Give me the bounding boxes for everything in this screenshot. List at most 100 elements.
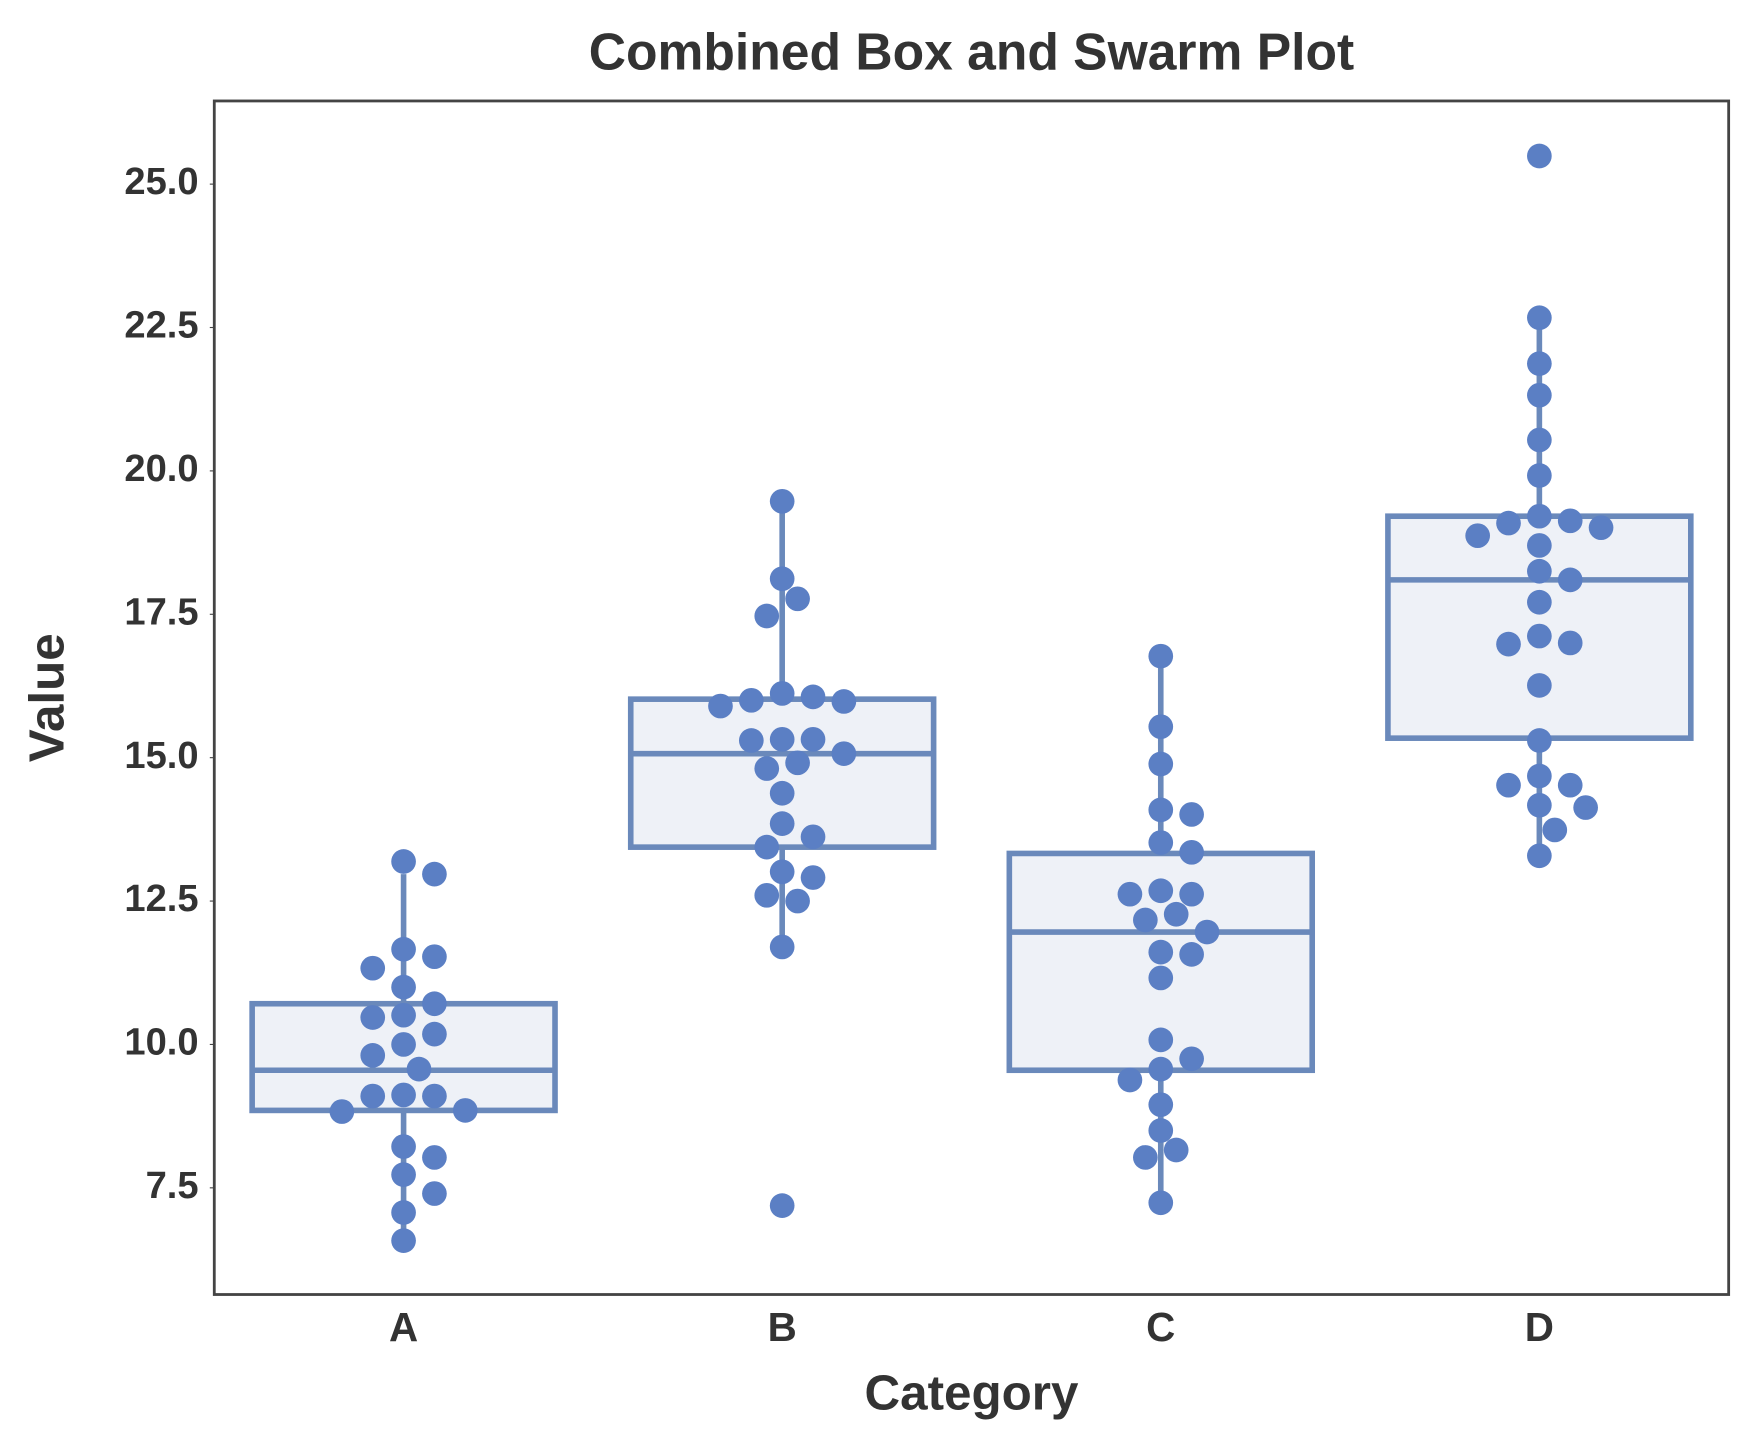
swarm-point bbox=[769, 859, 795, 885]
swarm-point bbox=[1148, 1118, 1174, 1143]
swarm-point bbox=[1133, 1145, 1158, 1170]
swarm-point bbox=[1148, 939, 1174, 965]
swarm-point bbox=[1527, 623, 1552, 649]
swarm-point bbox=[1557, 630, 1583, 656]
swarm-point bbox=[360, 1005, 386, 1030]
swarm-point bbox=[769, 566, 795, 592]
swarm-point bbox=[422, 991, 447, 1017]
swarm-point bbox=[1527, 792, 1552, 818]
swarm-point bbox=[800, 824, 826, 850]
swarm-point bbox=[391, 1162, 416, 1187]
swarm-point bbox=[1573, 795, 1598, 820]
swarm-point bbox=[769, 811, 795, 836]
swarm-point bbox=[1557, 772, 1583, 798]
swarm-point bbox=[738, 728, 764, 753]
swarm-point bbox=[1133, 907, 1158, 933]
swarm-point bbox=[754, 603, 780, 629]
swarm-point bbox=[422, 1181, 447, 1206]
swarm-point bbox=[1117, 1067, 1143, 1093]
x-tick-label: A bbox=[389, 1304, 418, 1350]
y-tick-label: 20.0 bbox=[124, 447, 198, 490]
swarm-point bbox=[1527, 351, 1552, 376]
swarm-point bbox=[1527, 427, 1552, 453]
swarm-point bbox=[1148, 830, 1174, 855]
swarm-point bbox=[1148, 797, 1174, 823]
y-tick-label: 10.0 bbox=[124, 1021, 198, 1064]
swarm-point bbox=[1588, 515, 1614, 541]
swarm-point bbox=[800, 865, 826, 890]
swarm-point bbox=[1527, 728, 1552, 753]
swarm-point bbox=[1465, 523, 1491, 549]
swarm-point bbox=[452, 1098, 478, 1123]
swarm-point bbox=[1527, 143, 1552, 169]
swarm-point bbox=[360, 955, 386, 981]
swarm-point bbox=[422, 944, 447, 970]
y-tick-label: 12.5 bbox=[124, 877, 198, 920]
swarm-point bbox=[391, 936, 416, 962]
swarm-point bbox=[754, 756, 780, 781]
swarm-point bbox=[1148, 1027, 1174, 1053]
swarm-point bbox=[1527, 673, 1552, 698]
swarm-point bbox=[1148, 1190, 1174, 1216]
plot-frame bbox=[212, 99, 1731, 1296]
swarm-point bbox=[1148, 1056, 1174, 1082]
swarm-point bbox=[785, 750, 810, 776]
swarm-point bbox=[360, 1043, 386, 1068]
swarm-point bbox=[329, 1099, 355, 1124]
swarm-point bbox=[1527, 305, 1552, 331]
swarm-point bbox=[1179, 1046, 1204, 1072]
swarm-point bbox=[754, 834, 780, 860]
swarm-point bbox=[1148, 714, 1174, 740]
swarm-point bbox=[1557, 508, 1583, 534]
swarm-point bbox=[785, 586, 810, 612]
swarm-point bbox=[769, 726, 795, 752]
swarm-point bbox=[1496, 772, 1521, 798]
swarm-point bbox=[769, 488, 795, 514]
x-axis-label: Category bbox=[865, 1366, 1079, 1421]
y-tick-label: 15.0 bbox=[124, 734, 198, 777]
swarm-point bbox=[1557, 567, 1583, 593]
swarm-point bbox=[769, 1193, 795, 1218]
swarm-point bbox=[708, 693, 733, 719]
swarm-point bbox=[1527, 382, 1552, 408]
x-tick-label: D bbox=[1525, 1304, 1554, 1350]
swarm-point bbox=[391, 1200, 416, 1225]
swarm-point bbox=[738, 687, 764, 713]
swarm-point bbox=[391, 1082, 416, 1108]
swarm-point bbox=[800, 726, 826, 752]
y-tick-label: 25.0 bbox=[124, 160, 198, 203]
swarm-point bbox=[1527, 589, 1552, 615]
swarm-point bbox=[1148, 878, 1174, 904]
swarm-point bbox=[1194, 919, 1220, 945]
swarm-point bbox=[422, 1145, 447, 1170]
swarm-point bbox=[754, 882, 780, 908]
swarm-point bbox=[391, 1032, 416, 1057]
swarm-point bbox=[1179, 839, 1204, 865]
swarm-point bbox=[422, 1083, 447, 1109]
x-tick-label: C bbox=[1146, 1304, 1175, 1350]
swarm-point bbox=[1179, 881, 1204, 907]
swarm-point bbox=[1163, 901, 1189, 927]
swarm-point bbox=[391, 1134, 416, 1159]
swarm-point bbox=[1179, 802, 1204, 827]
swarm-point bbox=[1179, 942, 1204, 967]
swarm-point bbox=[1527, 763, 1552, 789]
swarm-point bbox=[1542, 817, 1568, 843]
swarm-point bbox=[769, 780, 795, 806]
swarm-point bbox=[391, 1228, 416, 1253]
swarm-point bbox=[769, 681, 795, 706]
swarm-point bbox=[1148, 643, 1174, 669]
swarm-point bbox=[422, 1021, 447, 1047]
swarm-point bbox=[1527, 558, 1552, 584]
x-tick-label: B bbox=[768, 1304, 797, 1350]
y-tick-label: 7.5 bbox=[146, 1164, 199, 1207]
swarm-point bbox=[422, 861, 447, 887]
swarm-point bbox=[769, 934, 795, 960]
swarm-point bbox=[1163, 1137, 1189, 1163]
swarm-point bbox=[785, 888, 810, 914]
y-axis-label: Value bbox=[20, 633, 75, 762]
swarm-point bbox=[1148, 965, 1174, 991]
swarm-point bbox=[1496, 631, 1521, 657]
swarm-point bbox=[391, 974, 416, 1000]
